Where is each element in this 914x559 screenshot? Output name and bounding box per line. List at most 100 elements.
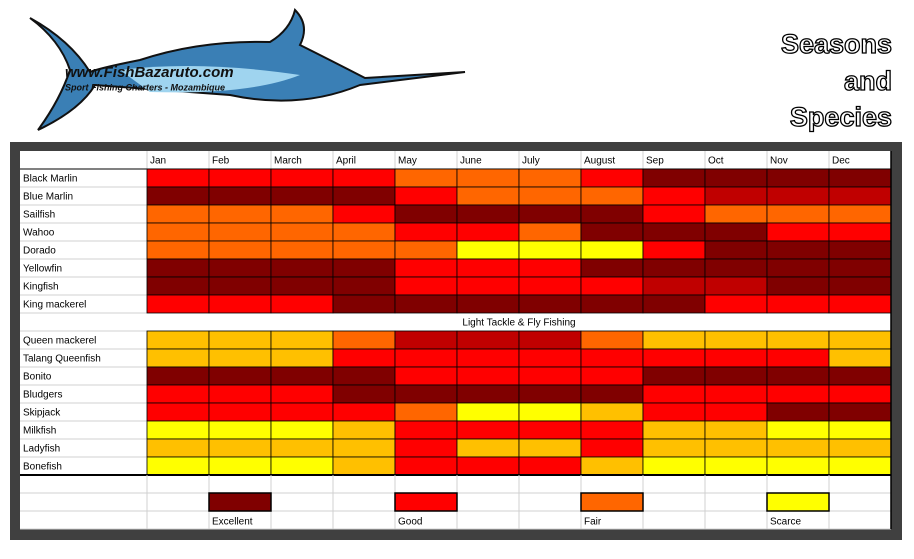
logo-fish-belly [120, 66, 300, 93]
species-name: Skipjack [23, 408, 61, 419]
rating-cell [518, 294, 582, 314]
rating-cell [518, 348, 582, 368]
rating-cell [208, 168, 272, 188]
rating-cell [394, 222, 458, 242]
rating-cell [456, 456, 520, 476]
rating-cell [270, 240, 334, 260]
rating-cell [766, 330, 830, 350]
rating-cell [208, 330, 272, 350]
rating-cell [704, 168, 768, 188]
rating-cell [642, 276, 706, 296]
rating-cell [580, 222, 644, 242]
rating-cell [456, 420, 520, 440]
rating-cell [704, 294, 768, 314]
rating-cell [270, 438, 334, 458]
rating-cell [518, 222, 582, 242]
rating-cell [766, 276, 830, 296]
rating-cell [332, 222, 396, 242]
rating-cell [580, 330, 644, 350]
rating-cell [456, 384, 520, 404]
rating-cell [146, 366, 210, 386]
rating-cell [766, 204, 830, 224]
title-line: Seasons [781, 29, 892, 59]
rating-cell [332, 204, 396, 224]
species-name: Bonito [23, 372, 52, 383]
rating-cell [766, 366, 830, 386]
rating-cell [208, 222, 272, 242]
month-header: May [398, 156, 417, 167]
rating-cell [580, 186, 644, 206]
rating-cell [828, 384, 892, 404]
rating-cell [828, 204, 892, 224]
rating-cell [704, 366, 768, 386]
rating-cell [518, 186, 582, 206]
rating-cell [580, 204, 644, 224]
rating-cell [518, 438, 582, 458]
rating-cell [208, 294, 272, 314]
rating-cell [642, 330, 706, 350]
rating-cell [332, 438, 396, 458]
rating-cell [208, 258, 272, 278]
rating-cell [704, 240, 768, 260]
rating-cell [642, 294, 706, 314]
rating-cell [270, 420, 334, 440]
rating-cell [394, 456, 458, 476]
rating-cell [208, 456, 272, 476]
rating-cell [456, 204, 520, 224]
species-name: Kingfish [23, 282, 59, 293]
rating-cell [518, 258, 582, 278]
rating-cell [146, 402, 210, 422]
legend-label: Excellent [212, 517, 253, 528]
rating-cell [642, 204, 706, 224]
rating-cell [704, 420, 768, 440]
rating-cell [642, 420, 706, 440]
title-line: and [844, 66, 892, 96]
rating-cell [332, 402, 396, 422]
legend-label: Scarce [770, 517, 802, 528]
rating-cell [394, 348, 458, 368]
rating-cell [456, 348, 520, 368]
rating-cell [642, 222, 706, 242]
rating-cell [146, 420, 210, 440]
rating-cell [270, 456, 334, 476]
rating-cell [456, 276, 520, 296]
species-name: Queen mackerel [23, 336, 96, 347]
species-name: King mackerel [23, 300, 86, 311]
rating-cell [456, 402, 520, 422]
rating-cell [208, 276, 272, 296]
rating-cell [642, 186, 706, 206]
rating-cell [704, 222, 768, 242]
rating-cell [766, 402, 830, 422]
rating-cell [828, 168, 892, 188]
rating-cell [146, 384, 210, 404]
rating-cell [766, 258, 830, 278]
rating-cell [642, 168, 706, 188]
rating-cell [270, 222, 334, 242]
rating-cell [456, 240, 520, 260]
rating-cell [518, 456, 582, 476]
rating-cell [518, 168, 582, 188]
rating-cell [766, 168, 830, 188]
rating-cell [766, 384, 830, 404]
species-name: Milkfish [23, 426, 56, 437]
rating-cell [518, 402, 582, 422]
month-header: Oct [708, 156, 724, 167]
rating-cell [580, 438, 644, 458]
rating-cell [828, 222, 892, 242]
rating-cell [642, 240, 706, 260]
month-header: March [274, 156, 302, 167]
rating-cell [394, 366, 458, 386]
legend-label: Fair [584, 517, 602, 528]
rating-cell [828, 294, 892, 314]
rating-cell [580, 294, 644, 314]
rating-cell [766, 420, 830, 440]
rating-cell [518, 204, 582, 224]
legend-swatch [208, 492, 272, 512]
rating-cell [766, 186, 830, 206]
season-table: Jan Feb March April May June July August Sep Oct N… [20, 151, 892, 530]
rating-cell [828, 186, 892, 206]
rating-cell [332, 330, 396, 350]
rating-cell [828, 258, 892, 278]
rating-cell [828, 348, 892, 368]
rating-cell [766, 240, 830, 260]
